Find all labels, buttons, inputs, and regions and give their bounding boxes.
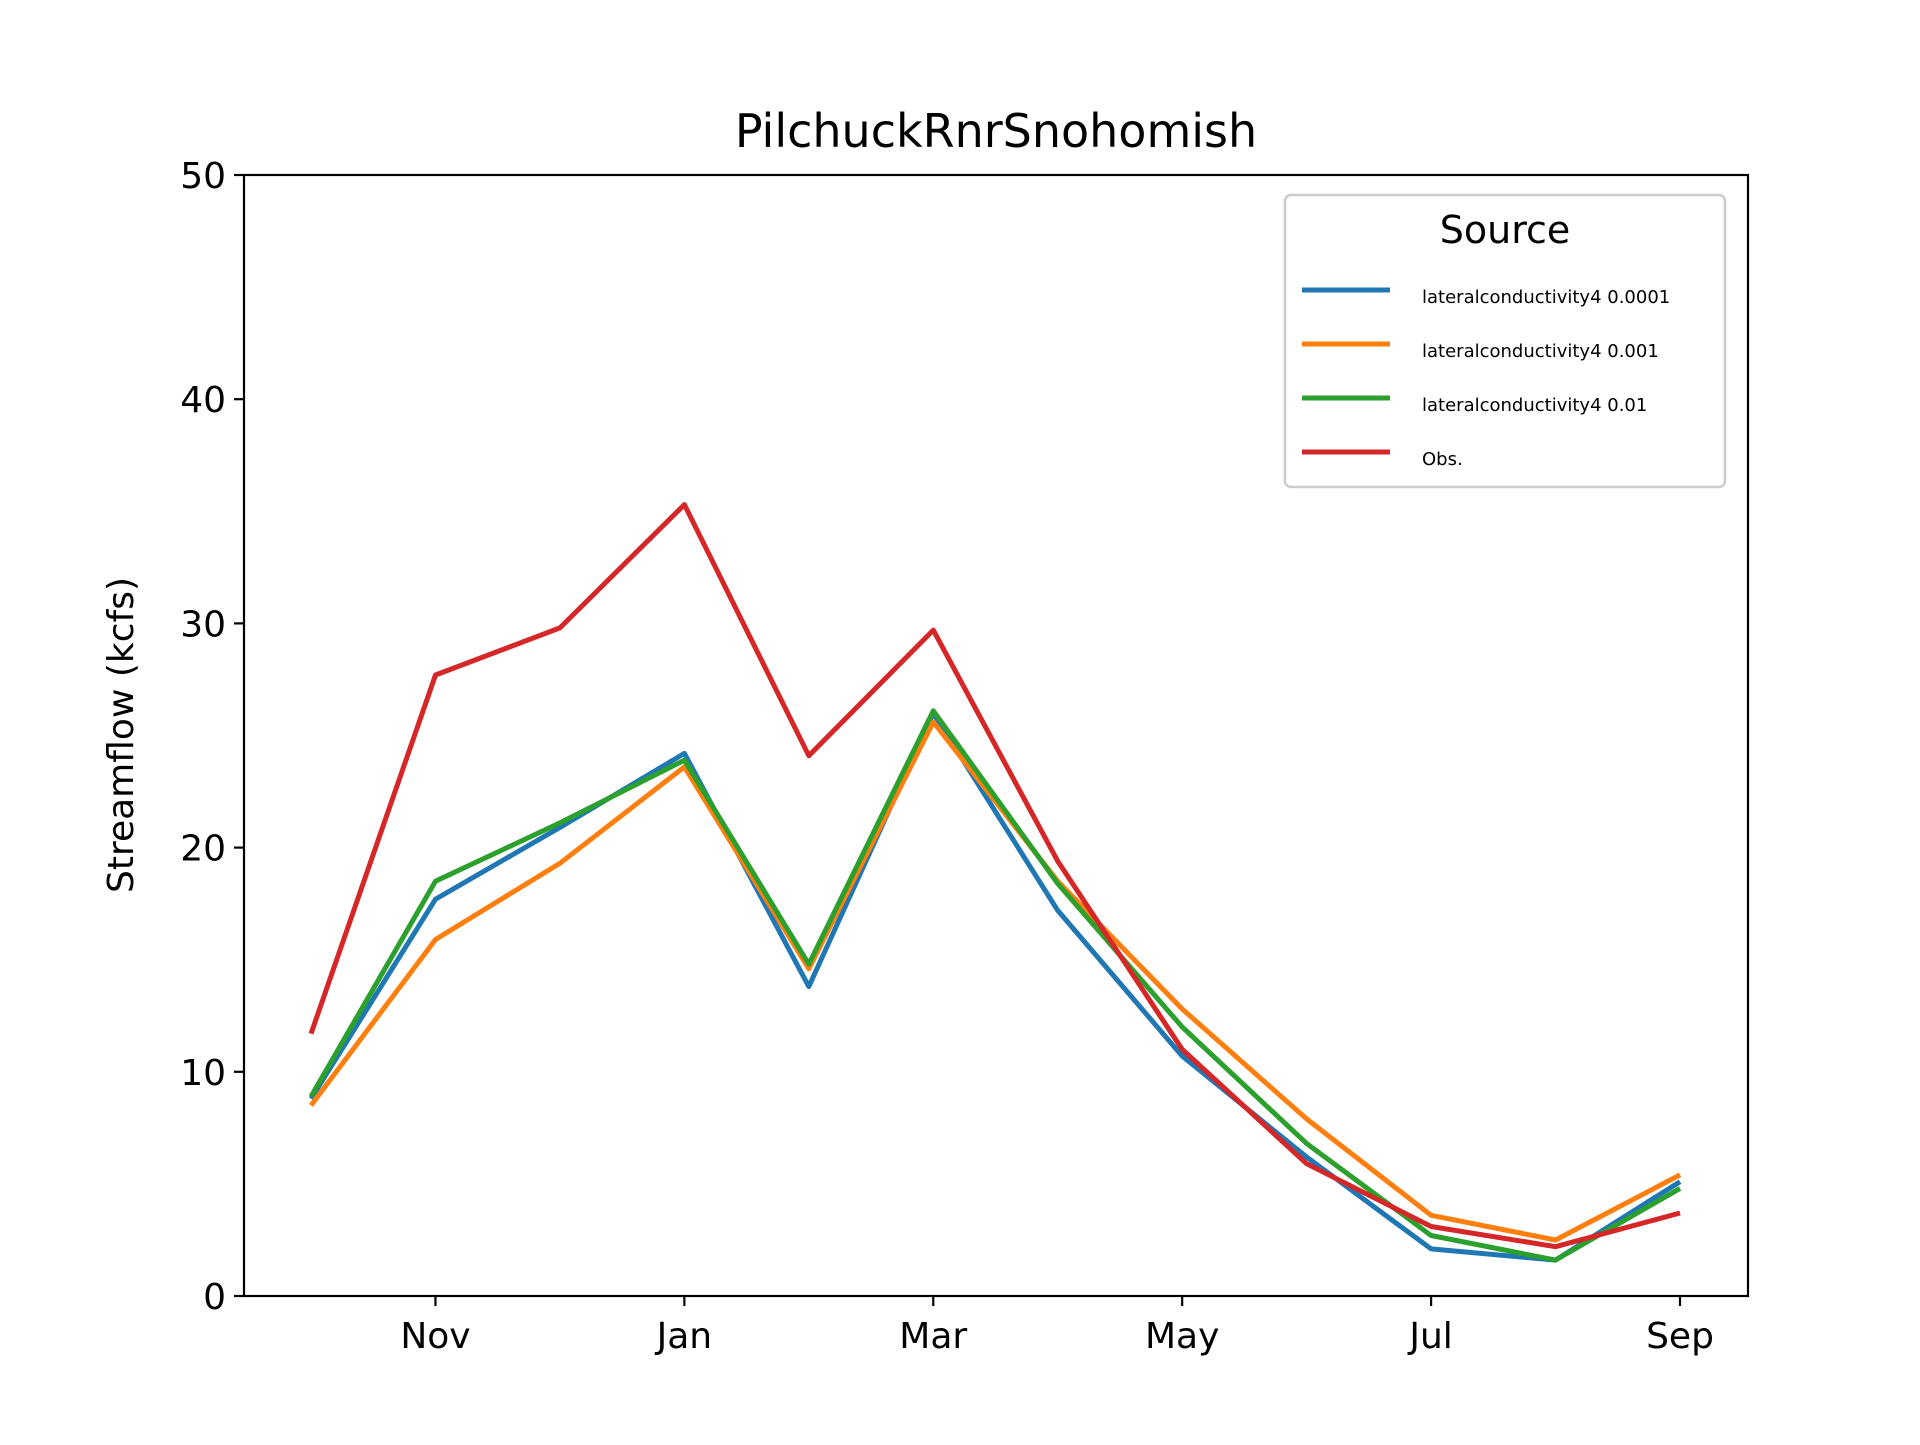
x-tick-label: Jan xyxy=(655,1316,713,1357)
legend-label: lateralconductivity4 0.0001 xyxy=(1422,287,1670,308)
legend-title: Source xyxy=(1440,208,1571,252)
y-axis-label: Streamflow (kcfs) xyxy=(101,577,142,893)
plot-area-frame xyxy=(242,173,1750,1298)
series-line-1 xyxy=(309,719,1682,1243)
legend-entries: lateralconductivity4 0.0001 lateralconduc… xyxy=(1302,287,1670,470)
legend-box xyxy=(1283,193,1727,489)
series-line-0 xyxy=(308,710,1682,1263)
x-axis: Nov Jan Mar May Jul Sep xyxy=(400,1296,1714,1357)
y-tick-label: 50 xyxy=(180,156,226,197)
series-line-2 xyxy=(308,708,1682,1263)
legend-label: lateralconductivity4 0.001 xyxy=(1422,341,1659,362)
series-layer xyxy=(308,502,1682,1263)
y-tick-label: 0 xyxy=(203,1277,226,1318)
legend-label: Obs. xyxy=(1422,449,1463,470)
legend-label: lateralconductivity4 0.01 xyxy=(1422,395,1647,416)
x-tick-label: Sep xyxy=(1646,1316,1714,1357)
x-tick-label: Jul xyxy=(1407,1316,1452,1357)
y-tick-label: 20 xyxy=(180,829,226,870)
y-tick-label: 10 xyxy=(180,1053,226,1094)
y-tick-label: 30 xyxy=(180,604,226,645)
x-tick-label: May xyxy=(1145,1316,1219,1357)
x-tick-label: Mar xyxy=(899,1316,967,1357)
y-tick-label: 40 xyxy=(180,380,226,421)
y-axis: 0 10 20 30 40 50 xyxy=(180,156,244,1318)
chart-title: PilchuckRnrSnohomish xyxy=(735,104,1257,158)
series-line-3 xyxy=(308,502,1681,1250)
legend: Source lateralconductivity4 0.0001latera… xyxy=(1283,193,1727,489)
x-tick-label: Nov xyxy=(400,1316,470,1357)
